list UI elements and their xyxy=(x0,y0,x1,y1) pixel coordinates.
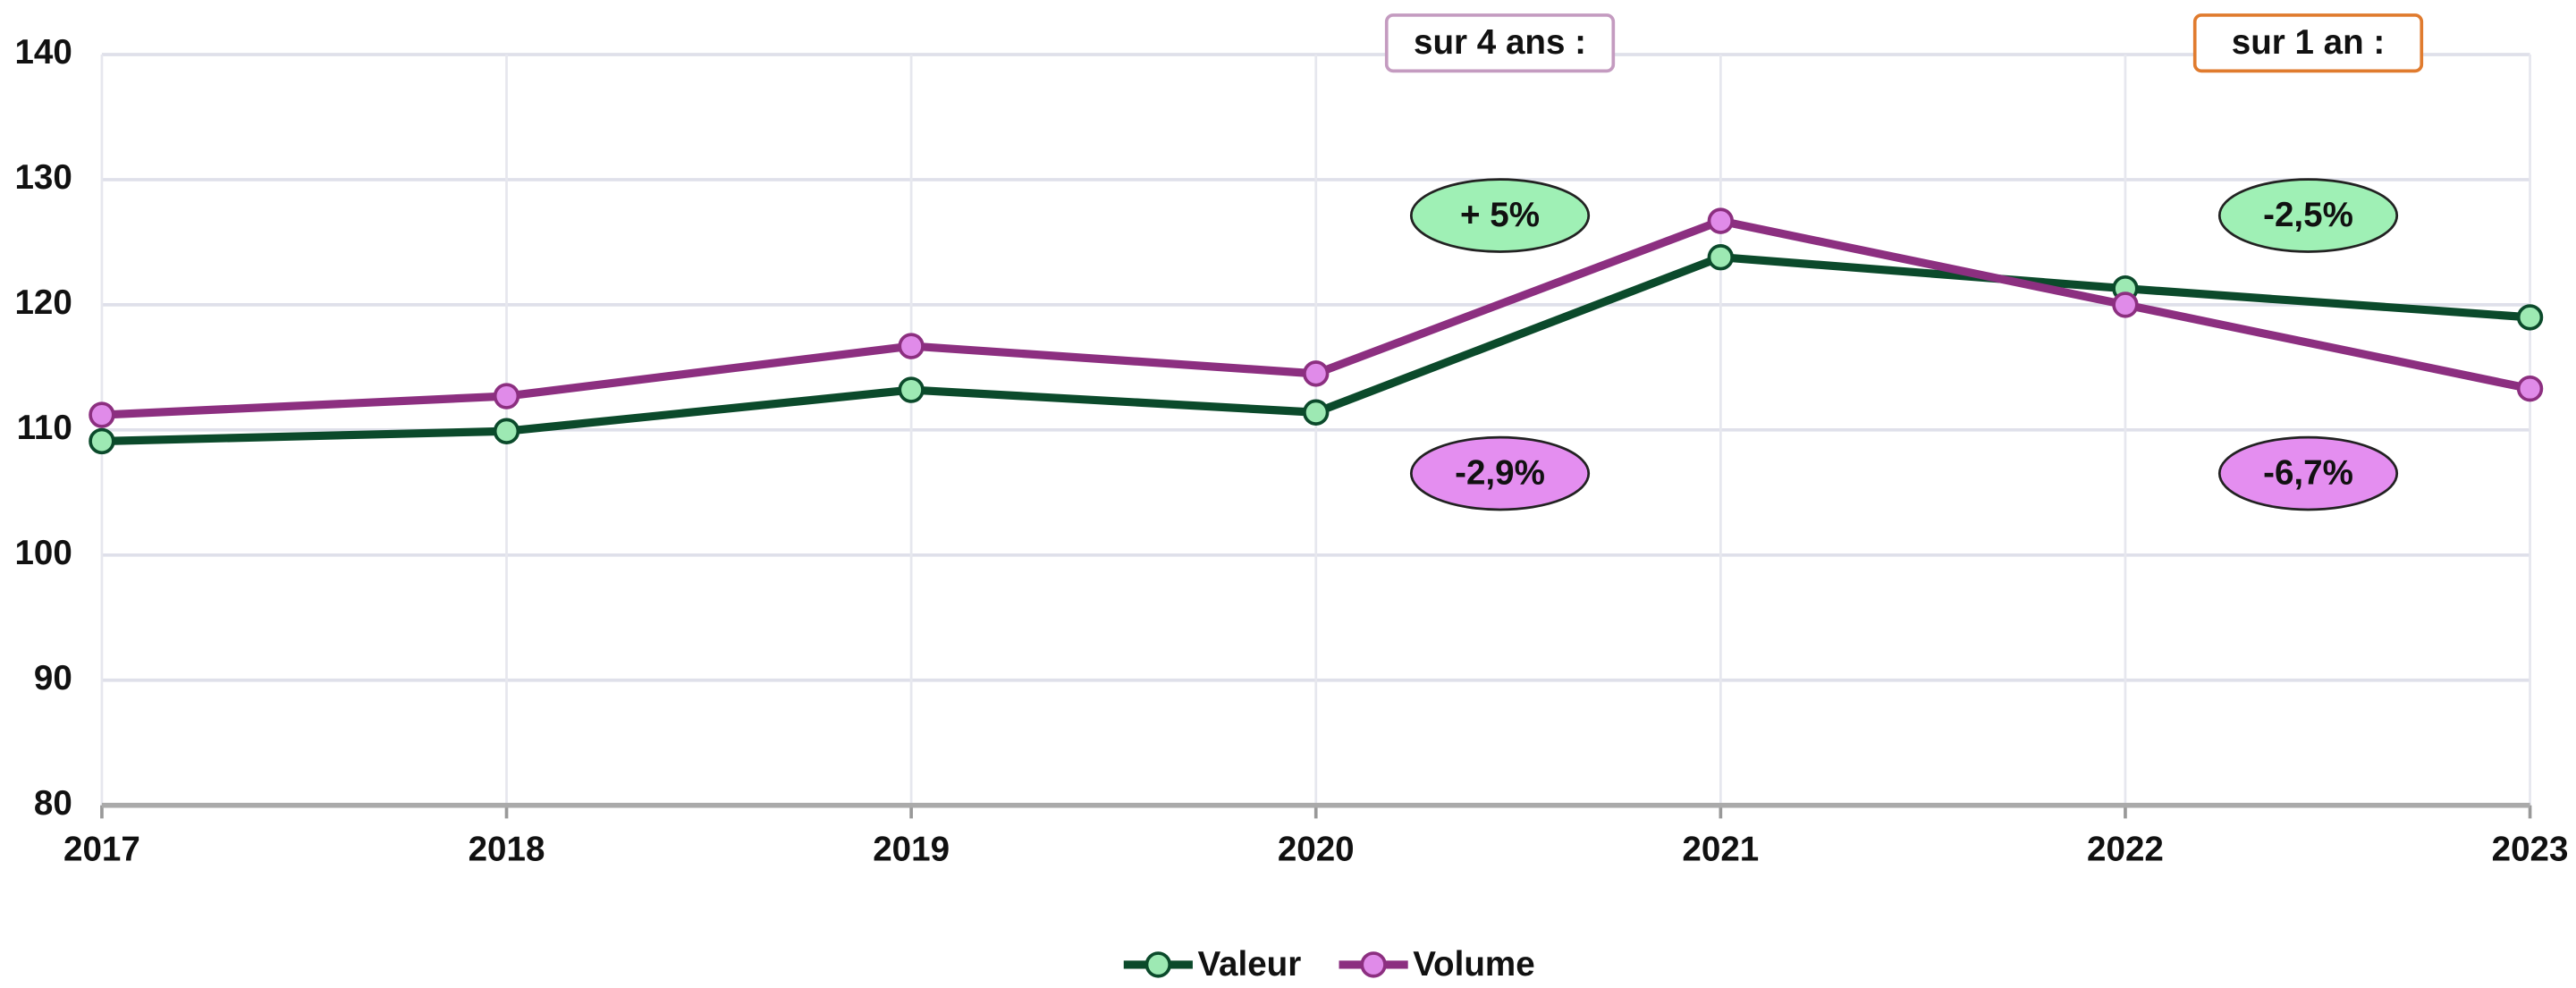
point xyxy=(898,376,925,403)
annotation-box xyxy=(2192,13,2424,73)
point xyxy=(2516,375,2544,402)
legend-label: Volume xyxy=(1413,945,1534,984)
annotation-bubble xyxy=(1409,435,1591,511)
x-tick-label: 2023 xyxy=(2492,830,2569,868)
annotation: -2,9% xyxy=(1455,454,1545,493)
point xyxy=(898,333,925,359)
y-tick-label: 110 xyxy=(17,409,72,447)
point xyxy=(493,418,520,444)
annotation: -2,5% xyxy=(2263,196,2353,234)
legend-label: Valeur xyxy=(1197,945,1301,984)
point xyxy=(89,401,115,428)
y-tick-label: 120 xyxy=(14,283,72,322)
annotation-bubble xyxy=(2217,435,2399,511)
annotation: sur 4 ans : xyxy=(1414,23,1586,62)
annotation: -6,7% xyxy=(2263,454,2353,493)
annotation: + 5% xyxy=(1460,196,1540,234)
legend-marker xyxy=(1144,951,1172,978)
y-tick-label: 100 xyxy=(14,534,72,572)
point xyxy=(493,383,520,410)
point xyxy=(2516,304,2544,331)
annotation: sur 1 an : xyxy=(2232,23,2386,62)
x-tick-label: 2020 xyxy=(1278,830,1355,868)
legend-marker xyxy=(1360,951,1387,978)
y-tick-label: 80 xyxy=(34,784,72,823)
x-tick-label: 2021 xyxy=(1682,830,1759,868)
point xyxy=(1707,244,1735,271)
point xyxy=(89,427,115,455)
x-tick-label: 2017 xyxy=(63,830,140,868)
point xyxy=(1707,207,1735,234)
point xyxy=(2112,291,2139,318)
y-tick-label: 140 xyxy=(14,33,72,72)
annotation-box xyxy=(1384,13,1616,73)
x-tick-label: 2022 xyxy=(2087,830,2164,868)
annotation-bubble xyxy=(2217,178,2399,253)
point xyxy=(1303,399,1330,426)
annotation-bubble xyxy=(1409,178,1591,253)
x-tick-label: 2019 xyxy=(873,830,950,868)
point xyxy=(1303,360,1330,387)
y-tick-label: 90 xyxy=(34,659,72,697)
x-tick-label: 2018 xyxy=(469,830,545,868)
y-tick-label: 130 xyxy=(14,158,72,197)
